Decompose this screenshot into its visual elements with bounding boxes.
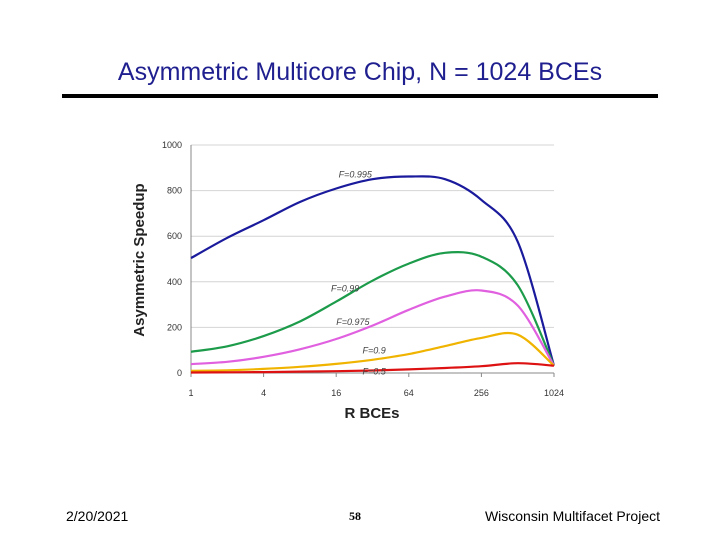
series-line-f-0-995 (190, 175, 556, 367)
y-axis-label: Asymmetric Speedup (131, 183, 148, 336)
y-tick-label: 200 (167, 322, 182, 332)
series-label: F=0.5 (362, 366, 386, 376)
y-tick-labels: 0 200 400 600 800 1000 (162, 140, 182, 378)
series-labels: F=0.995 F=0.99 F=0.975 F=0.9 F=0.5 (331, 170, 387, 377)
footer-page-number: 58 (349, 509, 361, 523)
x-tick-label: 64 (404, 388, 414, 398)
series-label: F=0.99 (331, 283, 359, 293)
y-tick-label: 600 (167, 231, 182, 241)
series-line-f-0-975 (190, 289, 555, 367)
grid-lines (191, 144, 554, 328)
series-line-f-0-9 (190, 331, 555, 372)
series-line-f-0-5 (190, 362, 555, 374)
series-label: F=0.975 (336, 317, 370, 327)
title-rule (62, 94, 658, 98)
x-tick-label: 1024 (544, 388, 564, 398)
footer-date: 2/20/2021 (66, 508, 129, 524)
series-label: F=0.9 (362, 346, 385, 356)
y-tick-label: 800 (167, 186, 182, 196)
x-tick-label: 256 (474, 388, 489, 398)
series-line-f-0-99 (190, 251, 556, 367)
slide-title: Asymmetric Multicore Chip, N = 1024 BCEs (117, 58, 603, 86)
series-label: F=0.995 (339, 170, 373, 180)
footer-project-name: Wisconsin Multifacet Project (484, 508, 660, 524)
x-tick-label: 16 (331, 388, 341, 398)
y-tick-label: 400 (167, 277, 182, 287)
x-tick-labels: 1 4 16 64 256 1024 (188, 373, 564, 398)
series-lines (190, 175, 556, 374)
x-axis-label: R BCEs (344, 405, 399, 422)
y-tick-label: 1000 (162, 140, 182, 150)
x-tick-label: 1 (188, 388, 193, 398)
y-tick-label: 0 (177, 368, 182, 378)
x-tick-label: 4 (261, 388, 266, 398)
